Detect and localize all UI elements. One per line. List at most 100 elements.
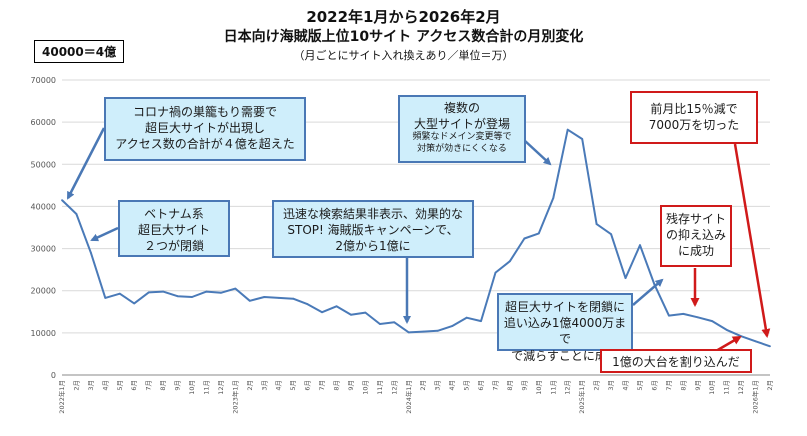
chart-title-line1: 2022年1月から2026年2月	[306, 8, 501, 26]
data-point	[581, 138, 584, 140]
callout-stop: 迅速な検索結果非表示、効果的な STOP! 海賊版キャンペーンで、 2億から1億…	[272, 200, 474, 258]
data-point	[306, 303, 309, 306]
data-point	[725, 329, 728, 331]
data-point	[566, 128, 569, 131]
x-tick-label: 2024年1月	[404, 380, 413, 414]
x-tick-label: 2月	[593, 380, 601, 391]
callout-closed-line3: で減らすことに成功	[511, 348, 619, 363]
data-point	[624, 277, 627, 279]
x-tick-label: 12月	[390, 380, 398, 395]
x-tick-label: 2月	[419, 380, 427, 391]
data-point	[350, 313, 352, 316]
data-point	[118, 292, 121, 295]
scale-note-box: 40000＝4億	[34, 40, 125, 63]
data-point	[754, 340, 757, 343]
x-tick-label: 6月	[650, 380, 658, 391]
x-tick-label: 7月	[318, 380, 326, 391]
data-point	[682, 313, 685, 315]
x-tick-label: 3月	[434, 380, 442, 391]
callout-remaining-line1: 残存サイト	[665, 212, 726, 226]
data-point	[422, 330, 425, 333]
data-point	[133, 302, 136, 305]
data-point	[480, 320, 482, 322]
callout-drop15-line2: 7000万を切った	[648, 118, 740, 133]
callout-arrow-below1	[715, 335, 742, 353]
x-tick-label: 2月	[72, 380, 80, 391]
callout-remaining: 残存サイト の抑え込み に成功	[660, 205, 732, 267]
data-point	[696, 316, 699, 319]
x-tick-label: 9月	[347, 380, 355, 391]
callout-drop15-line1: 前月比15％減で	[650, 102, 738, 116]
data-point	[393, 321, 396, 324]
x-tick-label: 3月	[260, 380, 268, 391]
callout-vietnam-line3: ２つが閉鎖	[143, 239, 204, 254]
chart-title-note: （月ごとにサイト入れ換えあり／単位＝万）	[293, 49, 514, 62]
callout-vietnam: ベトナム系 超巨大サイト ２つが閉鎖	[118, 200, 230, 257]
data-point	[537, 232, 540, 235]
x-tick-label: 2月	[766, 380, 774, 391]
data-point	[595, 223, 598, 226]
data-point	[639, 244, 641, 247]
callout-multiple-small2: 対策が効きにくくなる	[417, 144, 507, 155]
callout-below1: 1億の大台を割り込んだ	[600, 349, 752, 373]
data-point	[740, 335, 742, 338]
x-tick-label: 10月	[188, 380, 196, 395]
x-tick-label: 7月	[665, 380, 673, 391]
x-tick-label: 4月	[275, 380, 283, 391]
x-tick-label: 10月	[535, 380, 543, 395]
callout-arrow-covid	[66, 127, 106, 200]
y-tick-label: 60000	[31, 118, 56, 127]
x-tick-label: 5月	[463, 380, 471, 391]
data-point	[451, 325, 453, 327]
data-point	[234, 287, 237, 290]
callout-remaining-line2: の抑え込み	[665, 228, 726, 243]
callout-covid-line2: 超巨大サイトが出現し	[144, 121, 265, 136]
data-point	[494, 271, 497, 274]
data-point	[205, 290, 208, 293]
data-point	[321, 311, 323, 314]
data-point	[292, 297, 295, 300]
callout-multiple-line1: 複数の	[443, 101, 480, 115]
data-point	[220, 291, 222, 294]
x-tick-label: 4月	[448, 380, 456, 391]
data-point	[465, 316, 468, 319]
data-point	[379, 323, 381, 325]
x-tick-label: 8月	[506, 380, 514, 391]
callout-remaining-line3: に成功	[677, 244, 714, 259]
x-tick-label: 12月	[564, 380, 572, 395]
x-tick-label: 12月	[737, 380, 745, 395]
callout-vietnam-line2: 超巨大サイト	[137, 223, 210, 238]
y-tick-label: 50000	[31, 160, 56, 169]
callout-drop15: 前月比15％減で 7000万を切った	[630, 91, 758, 144]
x-tick-label: 6月	[477, 380, 485, 391]
x-tick-label: 8月	[679, 380, 687, 391]
x-tick-label: 6月	[304, 380, 312, 391]
data-point	[610, 233, 612, 236]
callout-stop-line2: STOP! 海賊版キャンペーンで、	[287, 223, 459, 238]
x-tick-label: 10月	[361, 380, 369, 395]
data-point	[552, 197, 555, 199]
data-point	[364, 311, 367, 314]
x-tick-label: 11月	[723, 380, 731, 395]
y-tick-label: 40000	[31, 202, 56, 211]
y-tick-label: 30000	[31, 245, 56, 254]
x-tick-label: 5月	[289, 380, 297, 391]
data-point	[248, 299, 251, 302]
x-tick-label: 2023年1月	[230, 380, 239, 414]
callout-covid-line3: アクセス数の合計が４億を超えた	[115, 137, 295, 152]
x-tick-label: 6月	[130, 380, 138, 391]
data-point	[523, 237, 526, 240]
x-tick-label: 3月	[607, 380, 615, 391]
chart-title-line2: 日本向け海賊版上位10サイト アクセス数合計の月別変化	[223, 29, 584, 45]
data-point	[162, 290, 165, 293]
y-tick-label: 10000	[31, 329, 56, 338]
data-point	[436, 329, 439, 332]
callout-covid: コロナ禍の巣籠もり需要で 超巨大サイトが出現し アクセス数の合計が４億を超えた	[104, 97, 306, 161]
x-tick-label: 3月	[87, 380, 95, 391]
data-point	[147, 291, 150, 294]
callout-stop-line1: 迅速な検索結果非表示、効果的な	[282, 207, 463, 221]
data-point	[668, 314, 670, 317]
callout-arrow-closed	[632, 278, 664, 306]
x-tick-label: 8月	[333, 380, 341, 391]
data-point	[191, 296, 193, 298]
